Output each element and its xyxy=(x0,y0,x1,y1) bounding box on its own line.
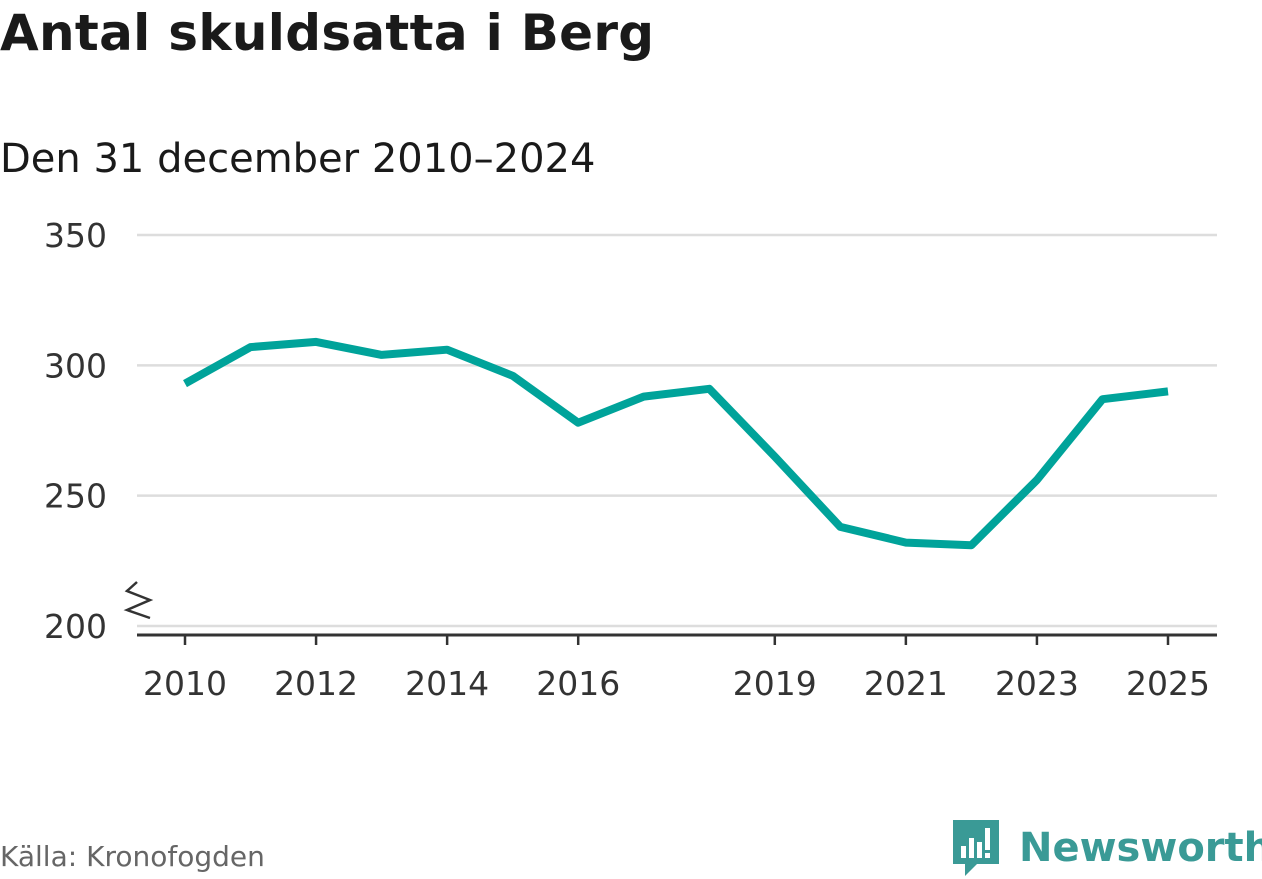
source-note: Källa: Kronofogden xyxy=(0,840,265,873)
x-tick-label: 2014 xyxy=(405,664,489,703)
line-chart: 200 250 300 350 2010 2012 2014 2016 2019 2021 202… xyxy=(44,216,1217,703)
brand-logo: Newsworthy xyxy=(951,818,1262,878)
x-tick-label: 2025 xyxy=(1126,664,1210,703)
y-tick-label: 250 xyxy=(44,477,107,516)
x-tick-label: 2021 xyxy=(864,664,948,703)
x-axis-ticks: 2010 2012 2014 2016 2019 2021 2023 2025 xyxy=(143,635,1210,703)
x-tick-label: 2019 xyxy=(733,664,817,703)
y-axis-ticks: 200 250 300 350 xyxy=(44,216,154,646)
x-tick-label: 2010 xyxy=(143,664,227,703)
y-tick-label: 200 xyxy=(44,607,107,646)
x-tick-label: 2023 xyxy=(995,664,1079,703)
axis-break-icon xyxy=(123,581,154,620)
x-tick-label: 2012 xyxy=(274,664,358,703)
newsworthy-logo-icon xyxy=(953,820,999,876)
brand-name: Newsworthy xyxy=(1019,825,1262,871)
gridlines xyxy=(137,233,1217,628)
y-tick-label: 300 xyxy=(44,346,107,385)
y-tick-label: 350 xyxy=(44,216,107,255)
series xyxy=(183,337,1169,550)
chart-title: Antal skuldsatta i Berg xyxy=(0,4,655,62)
chart-subtitle: Den 31 december 2010–2024 xyxy=(0,136,596,182)
series-line xyxy=(183,337,1169,550)
x-tick-label: 2016 xyxy=(536,664,620,703)
